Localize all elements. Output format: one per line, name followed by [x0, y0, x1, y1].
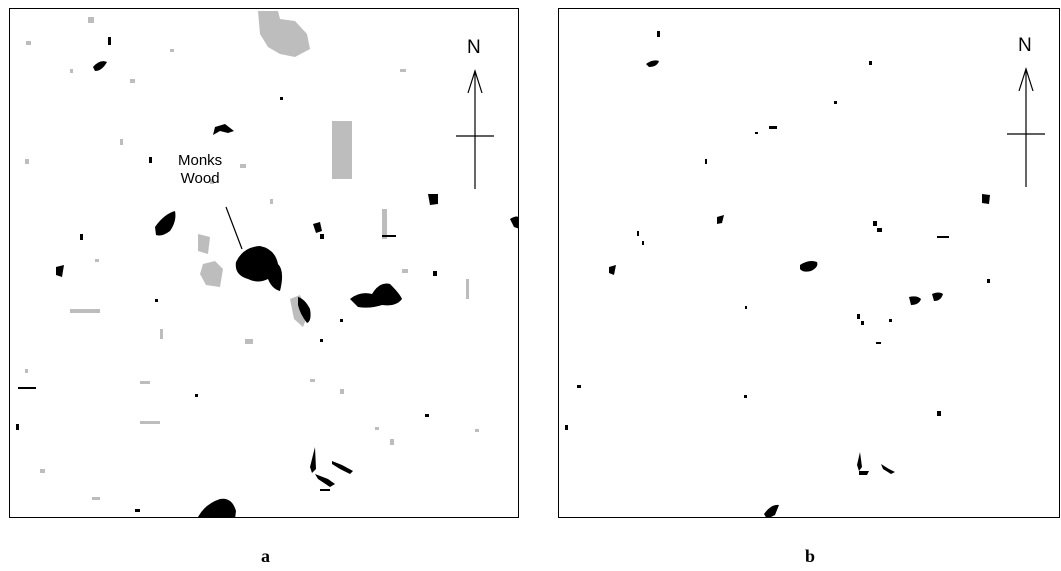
grey-areas-a — [25, 11, 479, 500]
north-arrow-a — [456, 69, 494, 189]
callout-line — [225, 206, 243, 250]
map-a-canvas — [16, 11, 518, 517]
north-label-b: N — [1018, 35, 1032, 56]
monks-wood-label: Monks Wood — [178, 152, 222, 188]
map-panel-a: N Monks Wood — [9, 8, 519, 518]
monks-wood-line1: Monks — [178, 152, 223, 169]
north-arrow-b — [1007, 67, 1045, 187]
map-b-canvas — [565, 31, 1045, 517]
monks-wood-line2: Wood — [180, 170, 220, 187]
caption-b: b — [805, 546, 816, 566]
woodland-patches-b — [565, 31, 990, 517]
caption-a: a — [261, 546, 270, 566]
north-label-a: N — [467, 37, 481, 58]
map-panel-b: N — [558, 8, 1060, 518]
woodland-patches-a — [16, 37, 518, 517]
